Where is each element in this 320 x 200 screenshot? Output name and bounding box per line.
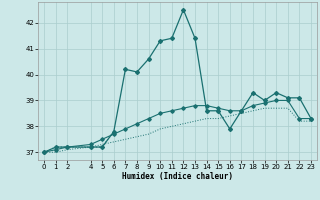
X-axis label: Humidex (Indice chaleur): Humidex (Indice chaleur) <box>122 172 233 181</box>
